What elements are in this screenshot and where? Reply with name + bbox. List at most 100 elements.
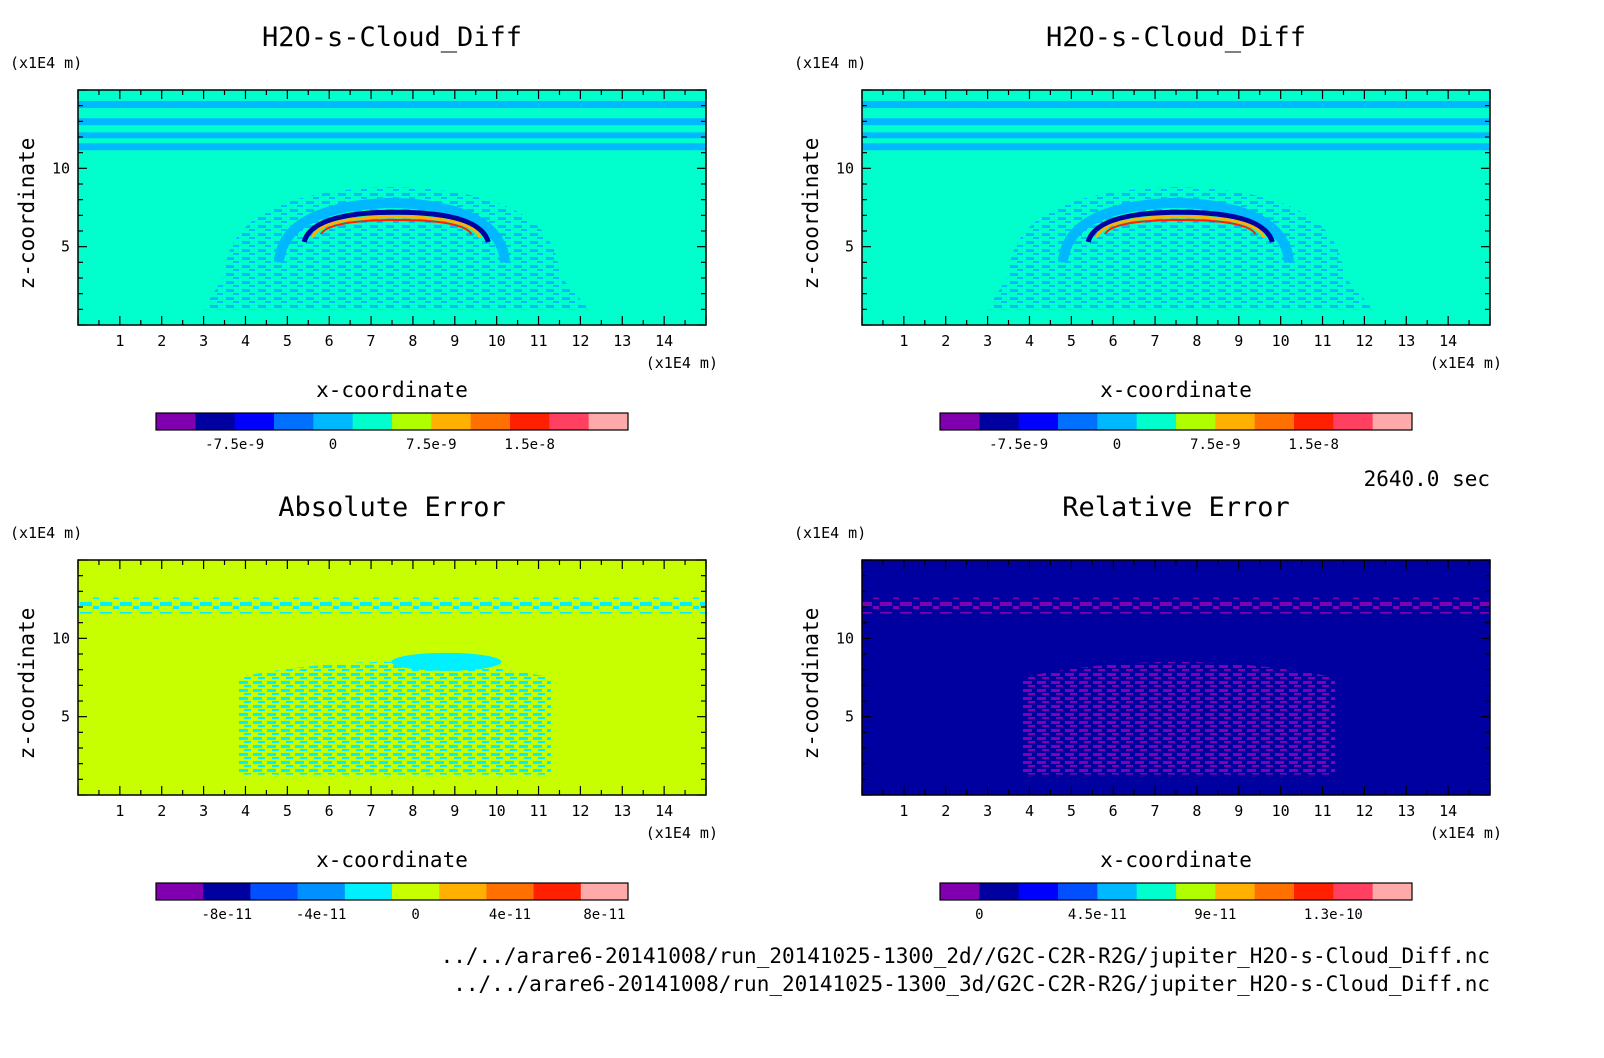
x-unit-label: (x1E4 m) [1430,824,1502,842]
field-arc-positive [311,215,482,239]
colorbar-tick-label: 1.5e-8 [1288,437,1339,453]
colorbar-swatch [1215,883,1256,900]
panel-title: H2O-s-Cloud_Diff [1046,22,1306,53]
x-tick-label: 9 [1234,332,1243,350]
field-band [78,100,706,108]
colorbar-swatch [588,413,629,430]
colorbar-frame [939,412,1413,431]
x-tick-label: 12 [1355,332,1373,350]
x-tick-label: 9 [1234,802,1243,820]
x-tick-label: 3 [199,802,208,820]
x-unit-label: (x1E4 m) [646,824,718,842]
colorbar-swatch [250,883,299,900]
x-tick-label: 8 [408,332,417,350]
x-tick-label: 7 [1151,332,1160,350]
colorbar-swatch [274,413,314,430]
y-tick-label: 10 [836,629,854,647]
colorbar-swatch [1018,413,1059,430]
panel-top-left: H2O-s-Cloud_Diff(x1E4 m)1 2 3 4 5 6 7 8 9 10 11 12 1… [10,22,718,453]
field-shell [1057,197,1295,263]
x-tick-label: 4 [241,802,250,820]
colorbar-swatch [1058,413,1098,430]
y-tick-label: 10 [836,159,854,177]
colorbar-tick-label: 1.3e-10 [1304,907,1363,923]
x-tick-label: 4 [1025,332,1034,350]
colorbar-frame [939,882,1413,901]
colorbar-tick-label: 4.5e-11 [1068,907,1127,923]
field-shell [273,197,511,263]
x-tick-label: 5 [283,802,292,820]
x-tick-label: 1 [115,802,124,820]
panel-top-right: H2O-s-Cloud_Diff(x1E4 m)1 2 3 4 5 6 7 8 9 10 11 12 1… [794,22,1502,453]
y-unit-label: (x1E4 m) [10,524,82,542]
x-tick-label: 8 [1192,802,1201,820]
colorbar-swatch [195,413,236,430]
y-tick-label: 5 [61,708,70,726]
x-tick-label: 11 [530,802,548,820]
colorbar-swatch [533,883,582,900]
x-tick-label: 12 [571,332,589,350]
y-unit-label: (x1E4 m) [10,54,82,72]
field-arc-positive [1095,215,1266,239]
x-tick-label: 13 [1397,332,1415,350]
x-tick-label: 3 [199,332,208,350]
x-tick-label: 14 [655,802,673,820]
x-tick-label: 14 [1439,802,1457,820]
time-label: 2640.0 sec [1364,467,1490,491]
y-tick-label: 10 [52,159,70,177]
colorbar-tick-label: 7.5e-9 [1190,437,1241,453]
x-tick-label: 6 [325,802,334,820]
x-tick-label: 10 [488,332,506,350]
x-tick-label: 11 [530,332,548,350]
y-axis-label: z-coordinate [15,608,39,760]
field-speckle [987,187,1373,310]
x-tick-label: 13 [613,332,631,350]
panel-title: Absolute Error [278,492,506,523]
footer-path-3d: ../../arare6-20141008/run_20141025-1300_… [453,972,1490,996]
colorbar-swatch [1372,413,1413,430]
colorbar-swatch [203,883,251,900]
footer-path-2d: ../../arare6-20141008/run_20141025-1300_… [441,944,1490,968]
x-tick-label: 7 [367,332,376,350]
field-speckle [203,187,589,310]
colorbar-tick-label: -7.5e-9 [205,437,264,453]
x-tick-label: 6 [325,332,334,350]
x-tick-label: 3 [983,802,992,820]
colorbar-swatch [431,413,472,430]
x-unit-label: (x1E4 m) [1430,354,1502,372]
field-arc-negative [1085,209,1275,243]
x-tick-label: 9 [450,332,459,350]
colorbar-swatch [1097,413,1138,430]
colorbar-tick-label: 9e-11 [1194,907,1236,923]
colorbar-swatch [549,413,590,430]
y-unit-label: (x1E4 m) [794,524,866,542]
x-tick-label: 5 [283,332,292,350]
field-speckle-band [862,597,1490,614]
colorbar-tick-label: 0 [329,437,337,453]
x-tick-label: 7 [1151,802,1160,820]
x-tick-label: 10 [488,802,506,820]
colorbar-swatch [1176,883,1216,900]
colorbar-swatch [1136,883,1177,900]
x-tick-label: 8 [1192,332,1201,350]
colorbar-swatch [510,413,550,430]
x-tick-label: 6 [1109,332,1118,350]
field-arc-peak [319,219,473,235]
colorbar-tick-label: -8e-11 [202,907,253,923]
field-blob [391,652,502,671]
x-axis-label: x-coordinate [1100,378,1252,402]
colorbar-swatch [470,413,511,430]
x-tick-label: 13 [1397,802,1415,820]
panel-bottom-left: Absolute Error(x1E4 m)1 2 3 4 5 6 7 8 9 10 11 12 13 1… [10,492,718,923]
colorbar-swatch [297,883,346,900]
colorbar-swatch [1333,883,1374,900]
x-tick-label: 11 [1314,332,1332,350]
field-band [862,132,1490,139]
field-band [862,143,1490,151]
colorbar-tick-label: 0 [1113,437,1121,453]
colorbar-swatch [313,413,354,430]
x-tick-label: 2 [157,332,166,350]
x-tick-label: 10 [1272,802,1290,820]
x-tick-label: 14 [1439,332,1457,350]
